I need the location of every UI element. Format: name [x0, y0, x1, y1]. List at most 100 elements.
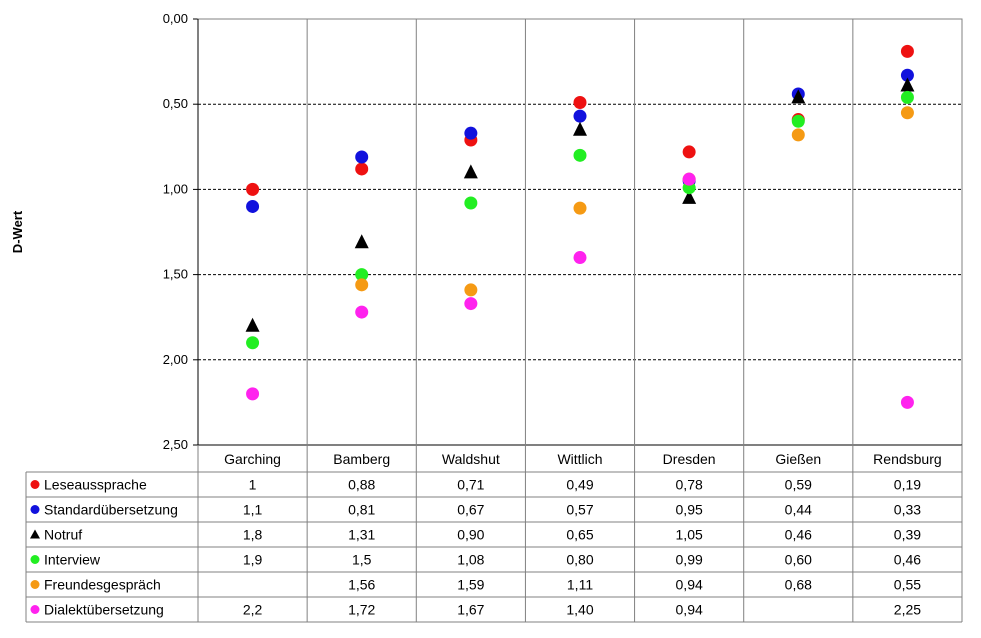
table-cell: 0,67 — [457, 502, 484, 518]
data-points — [245, 44, 915, 409]
data-point — [791, 89, 806, 104]
data-point — [246, 182, 260, 196]
data-point — [245, 317, 260, 332]
data-point — [355, 162, 369, 176]
table-cell: 0,94 — [676, 602, 703, 618]
table-cell: 0,19 — [894, 477, 921, 493]
data-point — [464, 196, 478, 210]
y-tick-label: 1,00 — [163, 181, 188, 196]
table-cell: 0,39 — [894, 527, 921, 543]
table-cell: 1,72 — [348, 602, 375, 618]
data-point — [682, 145, 696, 159]
table-cell: 0,78 — [676, 477, 703, 493]
data-point — [246, 387, 260, 401]
legend-label: Freundesgespräch — [44, 577, 161, 593]
data-point — [900, 44, 914, 58]
legend-marker — [30, 580, 40, 589]
data-point — [464, 297, 478, 311]
legend-marker — [30, 480, 40, 489]
table-cell: 1,1 — [243, 502, 263, 518]
data-point — [900, 90, 914, 104]
table-cell: 0,95 — [676, 502, 703, 518]
data-table: Garching Bamberg Waldshut Wittlich Dresden Gi… — [25, 445, 963, 623]
data-point — [573, 201, 587, 215]
table-cell: 1,67 — [457, 602, 484, 618]
data-point — [355, 268, 369, 282]
table-cell: 1,05 — [676, 527, 703, 543]
legend-marker — [30, 505, 40, 514]
data-point — [900, 106, 914, 120]
table-cell: 0,71 — [457, 477, 484, 493]
plot-border — [197, 18, 963, 446]
legend-label: Notruf — [44, 527, 82, 543]
table-cell: 1,59 — [457, 577, 484, 593]
plot-area — [197, 18, 963, 446]
data-point — [573, 95, 587, 109]
table-cell: 1 — [249, 477, 257, 493]
table-cell: 0,49 — [566, 477, 593, 493]
gridlines — [198, 103, 962, 361]
category-label: Wittlich — [557, 451, 602, 467]
data-point — [682, 189, 697, 204]
table-cell: 0,44 — [785, 502, 812, 518]
table-cell: 0,46 — [785, 527, 812, 543]
legend-marker — [30, 605, 40, 614]
data-point — [573, 251, 587, 265]
category-label: Bamberg — [333, 451, 390, 467]
data-point — [682, 172, 696, 186]
data-point — [464, 283, 478, 297]
data-point — [464, 126, 478, 140]
table-cell: 0,55 — [894, 577, 921, 593]
legend-marker — [30, 529, 40, 539]
table-cell: 0,94 — [676, 577, 703, 593]
data-point — [354, 234, 369, 249]
y-axis-label: D-Wert — [10, 210, 25, 253]
table-cell: 1,31 — [348, 527, 375, 543]
legend-marker — [30, 555, 40, 564]
table-cell: 1,9 — [243, 552, 263, 568]
data-point — [791, 114, 805, 128]
data-point — [246, 199, 260, 213]
table-cell: 1,56 — [348, 577, 375, 593]
y-axis-ticks: 0,00 0,50 1,00 1,50 2,00 2,50 — [163, 11, 198, 452]
table-cell: 0,99 — [676, 552, 703, 568]
table-cell: 1,08 — [457, 552, 484, 568]
table-cell: 0,59 — [785, 477, 812, 493]
table-cell: 1,11 — [567, 577, 593, 593]
table-cell: 0,60 — [785, 552, 812, 568]
table-cell: 1,8 — [243, 527, 263, 543]
table-cell: 0,88 — [348, 477, 375, 493]
legend-label: Standardübersetzung — [44, 502, 178, 518]
category-label: Dresden — [663, 451, 716, 467]
table-cell: 0,57 — [566, 502, 593, 518]
data-point — [573, 109, 587, 123]
legend-label: Leseaussprache — [44, 477, 147, 493]
table-cell: 0,90 — [457, 527, 484, 543]
table-cell: 0,46 — [894, 552, 921, 568]
legend-label: Interview — [44, 552, 101, 568]
y-tick-label: 2,50 — [163, 437, 188, 452]
y-tick-label: 1,50 — [163, 267, 188, 282]
table-cell: 0,65 — [566, 527, 593, 543]
data-point — [573, 121, 587, 136]
category-label: Garching — [224, 451, 281, 467]
category-label: Rendsburg — [873, 451, 942, 467]
data-point — [355, 150, 369, 164]
y-tick-label: 0,00 — [163, 11, 188, 26]
y-tick-label: 2,00 — [163, 352, 188, 367]
data-point — [355, 278, 369, 292]
table-cell: 1,5 — [352, 552, 372, 568]
y-tick-label: 0,50 — [163, 96, 188, 111]
category-label: Gießen — [775, 451, 821, 467]
data-point — [573, 148, 587, 162]
data-point — [791, 128, 805, 142]
data-point — [900, 77, 915, 92]
data-point — [900, 68, 914, 82]
table-cell: 0,80 — [566, 552, 593, 568]
table-cell: 1,40 — [566, 602, 593, 618]
table-cell: 2,2 — [243, 602, 263, 618]
data-point — [463, 164, 478, 179]
data-point — [900, 395, 914, 409]
data-point — [246, 336, 260, 350]
